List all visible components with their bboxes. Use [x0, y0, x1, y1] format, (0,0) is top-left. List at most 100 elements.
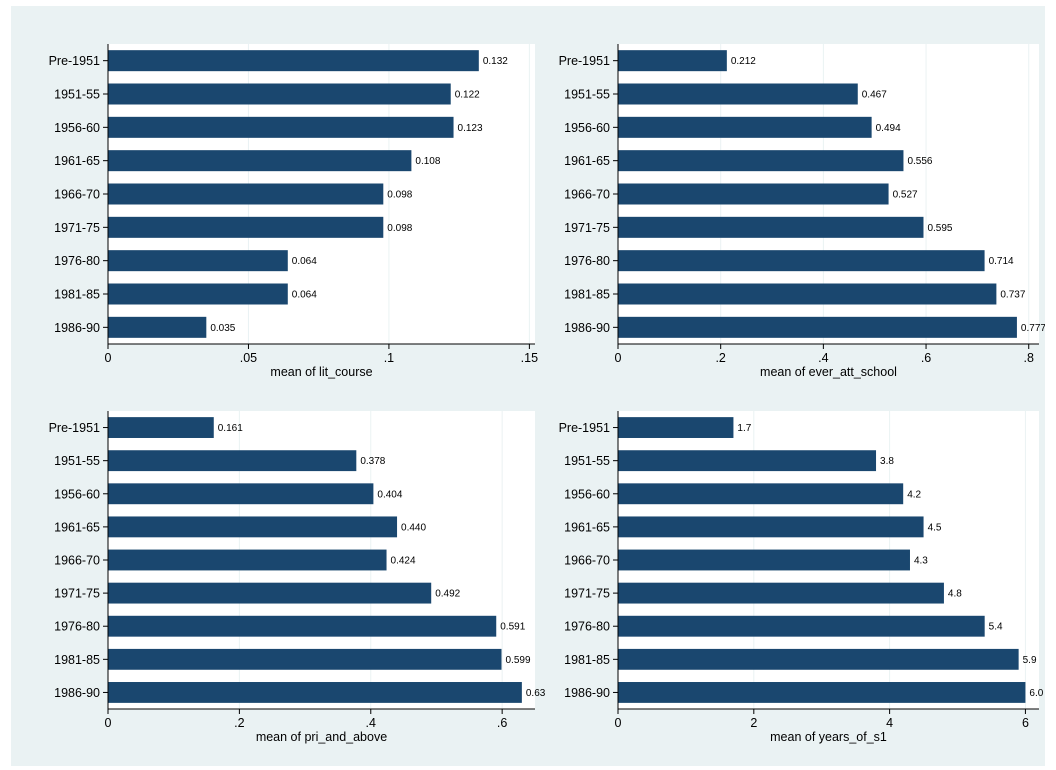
value-label: 0.378: [360, 456, 385, 467]
bar: [108, 250, 288, 272]
bar: [618, 516, 924, 538]
category-label: 1961-65: [564, 154, 610, 168]
value-label: 0.599: [505, 655, 530, 666]
category-label: 1956-60: [564, 487, 610, 501]
bar: [618, 450, 877, 472]
chart-panel-1: 0.132Pre-19510.1221951-550.1231956-600.1…: [49, 44, 538, 379]
category-label: Pre-1951: [49, 54, 100, 68]
bar: [618, 283, 997, 305]
category-label: 1956-60: [54, 121, 100, 135]
value-label: 0.064: [292, 256, 317, 267]
chart-panel-4: 1.7 Pre-1951 3.8 1951-55 4.2 1956-60 4.5 1961-6…: [559, 411, 1044, 744]
bar: [108, 150, 412, 172]
bar: [108, 615, 497, 637]
category-label: 1966-70: [564, 554, 610, 568]
category-label: 1966-70: [564, 188, 610, 202]
value-label: 0.122: [455, 90, 480, 101]
category-label: 1986-90: [564, 321, 610, 335]
bar: [108, 648, 502, 670]
category-label: 1981-85: [564, 653, 610, 667]
chart-grid-svg: 0.132Pre-19510.1221951-550.1231956-600.1…: [49, 44, 1045, 744]
x-tick-label: .1: [384, 351, 394, 365]
category-label: 1971-75: [564, 587, 610, 601]
bar: [108, 50, 479, 72]
bar: [108, 316, 207, 338]
value-label: 0.556: [907, 156, 932, 167]
value-label: 0.595: [927, 223, 952, 234]
category-label: Pre-1951: [559, 421, 610, 435]
value-label: 4.5: [928, 522, 942, 533]
value-label: 4.8: [948, 589, 962, 600]
value-label: 0.132: [483, 56, 508, 67]
x-axis-title: mean of ever_att_school: [760, 365, 897, 379]
category-label: 1956-60: [564, 121, 610, 135]
category-label: Pre-1951: [559, 54, 610, 68]
bar: [108, 283, 288, 305]
bar: [108, 417, 214, 438]
bar: [618, 150, 904, 172]
x-tick-label: .8: [1024, 351, 1034, 365]
value-label: 0.098: [387, 223, 412, 234]
value-label: 0.404: [377, 489, 402, 500]
value-label: 6.0: [1029, 688, 1043, 699]
bar: [618, 682, 1026, 703]
value-label: 0.591: [500, 622, 525, 633]
value-label: 5.4: [989, 622, 1003, 633]
bar: [618, 615, 985, 637]
value-label: 0.494: [876, 123, 901, 134]
x-axis-title: mean of lit_course: [270, 365, 372, 379]
value-label: 0.714: [989, 256, 1014, 267]
value-label: 4.3: [914, 556, 928, 567]
x-tick-label: .6: [497, 716, 507, 730]
bar: [618, 183, 889, 205]
bar: [618, 483, 904, 505]
value-label: 0.064: [292, 290, 317, 301]
bar: [108, 516, 398, 538]
bar: [108, 183, 384, 205]
x-tick-label: .4: [818, 351, 828, 365]
category-label: Pre-1951: [49, 421, 100, 435]
x-tick-label: 0: [105, 716, 112, 730]
category-label: 1961-65: [54, 520, 100, 534]
value-label: 0.161: [218, 423, 243, 434]
category-label: 1981-85: [54, 653, 100, 667]
value-label: 0.212: [731, 56, 756, 67]
bar: [618, 582, 944, 604]
category-label: 1971-75: [564, 221, 610, 235]
bar: [108, 483, 374, 505]
category-label: 1951-55: [54, 454, 100, 468]
bar: [618, 83, 858, 105]
value-label: 0.108: [415, 156, 440, 167]
x-axis-title: mean of years_of_s1: [770, 730, 887, 744]
bar: [618, 648, 1019, 670]
value-label: 0.777: [1021, 323, 1045, 334]
chart-panel-3: 0.161 Pre-1951 0.378 1951-55 0.404 1956-60 0.4…: [49, 411, 546, 744]
category-label: 1971-75: [54, 587, 100, 601]
bar: [108, 549, 387, 571]
x-tick-label: 2: [750, 716, 757, 730]
value-label: 0.467: [862, 90, 887, 101]
bar: [618, 216, 924, 238]
value-label: 0.098: [387, 190, 412, 201]
bar: [108, 582, 432, 604]
category-label: 1976-80: [564, 254, 610, 268]
graph-region: 0.132 Pre-1951 0.122 1951-55 0.123 1956-60 0.1…: [11, 6, 1045, 766]
bar: [618, 417, 734, 438]
x-tick-label: .05: [240, 351, 257, 365]
category-label: 1956-60: [54, 487, 100, 501]
x-tick-label: .6: [921, 351, 931, 365]
category-label: 1966-70: [54, 554, 100, 568]
bar: [618, 116, 872, 138]
value-label: 0.035: [210, 323, 235, 334]
category-label: 1966-70: [54, 188, 100, 202]
chart-panel-2: 0.212 Pre-1951 0.467 1951-55 0.494 1956-60 0.5…: [559, 44, 1045, 379]
value-label: 0.424: [391, 556, 416, 567]
x-tick-label: 0: [105, 351, 112, 365]
category-label: 1951-55: [54, 88, 100, 102]
value-label: 5.9: [1023, 655, 1037, 666]
category-label: 1971-75: [54, 221, 100, 235]
category-label: 1986-90: [54, 686, 100, 700]
value-label: 0.63: [526, 688, 546, 699]
bar: [618, 316, 1017, 338]
bar: [618, 50, 727, 72]
